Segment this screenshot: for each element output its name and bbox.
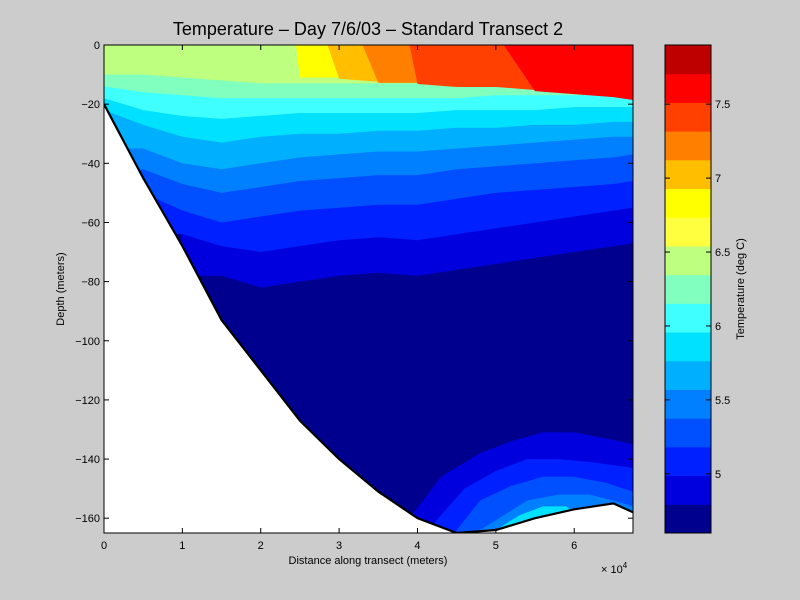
surface-band-7-7 bbox=[503, 45, 633, 100]
colorbar-swatch bbox=[665, 159, 711, 190]
colorbar-swatch bbox=[665, 102, 711, 132]
x-axis: 0 1 2 3 4 5 6 bbox=[101, 45, 577, 552]
x-multiplier-base: × 10 bbox=[601, 564, 623, 576]
chart-title: Temperature – Day 7/6/03 – Standard Tran… bbox=[173, 19, 563, 39]
x-multiplier-exponent: 4 bbox=[623, 561, 628, 570]
colorbar-swatch bbox=[665, 45, 711, 75]
colorbar-swatch bbox=[665, 446, 711, 477]
colorbar-swatch bbox=[665, 332, 711, 362]
y-tick-label: −60 bbox=[81, 217, 100, 229]
x-tick-label: 1 bbox=[179, 540, 185, 552]
colorbar-tick-label: 6.5 bbox=[715, 247, 730, 259]
colorbar-frame bbox=[664, 44, 712, 534]
colorbar-swatch bbox=[665, 360, 711, 390]
x-tick-label: 3 bbox=[336, 540, 342, 552]
x-tick-label: 5 bbox=[493, 540, 499, 552]
y-tick-label: 0 bbox=[94, 40, 100, 52]
colorbar-tick-label: 5.5 bbox=[715, 395, 730, 407]
y-axis-label: Depth (meters) bbox=[55, 252, 67, 325]
x-multiplier: × 104 bbox=[601, 561, 628, 576]
colorbar-swatch bbox=[665, 188, 711, 218]
y-tick-label: −40 bbox=[81, 158, 100, 170]
colorbar-swatch bbox=[665, 131, 711, 161]
colorbar-swatch bbox=[665, 217, 711, 247]
y-tick-label: −140 bbox=[75, 454, 100, 466]
colorbar-tick-label: 6 bbox=[715, 321, 721, 333]
colorbar-swatch bbox=[665, 303, 711, 333]
y-tick-label: −120 bbox=[75, 395, 100, 407]
seafloor-region bbox=[104, 104, 633, 533]
colorbar-swatch bbox=[665, 475, 711, 505]
colorbar-swatch bbox=[665, 504, 711, 534]
y-tick-label: −20 bbox=[81, 99, 100, 111]
seafloor-outline bbox=[104, 103, 633, 533]
colorbar-swatch bbox=[665, 389, 711, 419]
colorbar-swatch bbox=[665, 245, 711, 276]
colorbar-swatch bbox=[665, 418, 711, 448]
contour-fills bbox=[104, 45, 633, 533]
colorbar-swatch bbox=[665, 73, 711, 103]
plot-area bbox=[104, 45, 633, 533]
y-tick-label: −160 bbox=[75, 513, 100, 525]
y-axis: 0 −20 −40 −60 −80 −100 −120 −140 −160 bbox=[75, 40, 633, 525]
colorbar-ticks: 5 5.5 6 6.5 7 7.5 bbox=[665, 99, 730, 481]
x-tick-label: 2 bbox=[258, 540, 264, 552]
plot-frame bbox=[103, 44, 634, 534]
colorbar-tick-label: 7 bbox=[715, 173, 721, 185]
x-tick-label: 0 bbox=[101, 540, 107, 552]
colorbar-swatch bbox=[665, 274, 711, 304]
colorbar-tick-label: 5 bbox=[715, 469, 721, 481]
x-tick-label: 6 bbox=[571, 540, 577, 552]
x-axis-label: Distance along transect (meters) bbox=[289, 555, 448, 567]
y-tick-label: −100 bbox=[75, 336, 100, 348]
y-tick-label: −80 bbox=[81, 277, 100, 289]
colorbar-label: Temperature (deg C) bbox=[735, 238, 747, 340]
x-tick-label: 4 bbox=[414, 540, 420, 552]
colorbar-tick-label: 7.5 bbox=[715, 99, 730, 111]
colorbar bbox=[665, 45, 711, 534]
